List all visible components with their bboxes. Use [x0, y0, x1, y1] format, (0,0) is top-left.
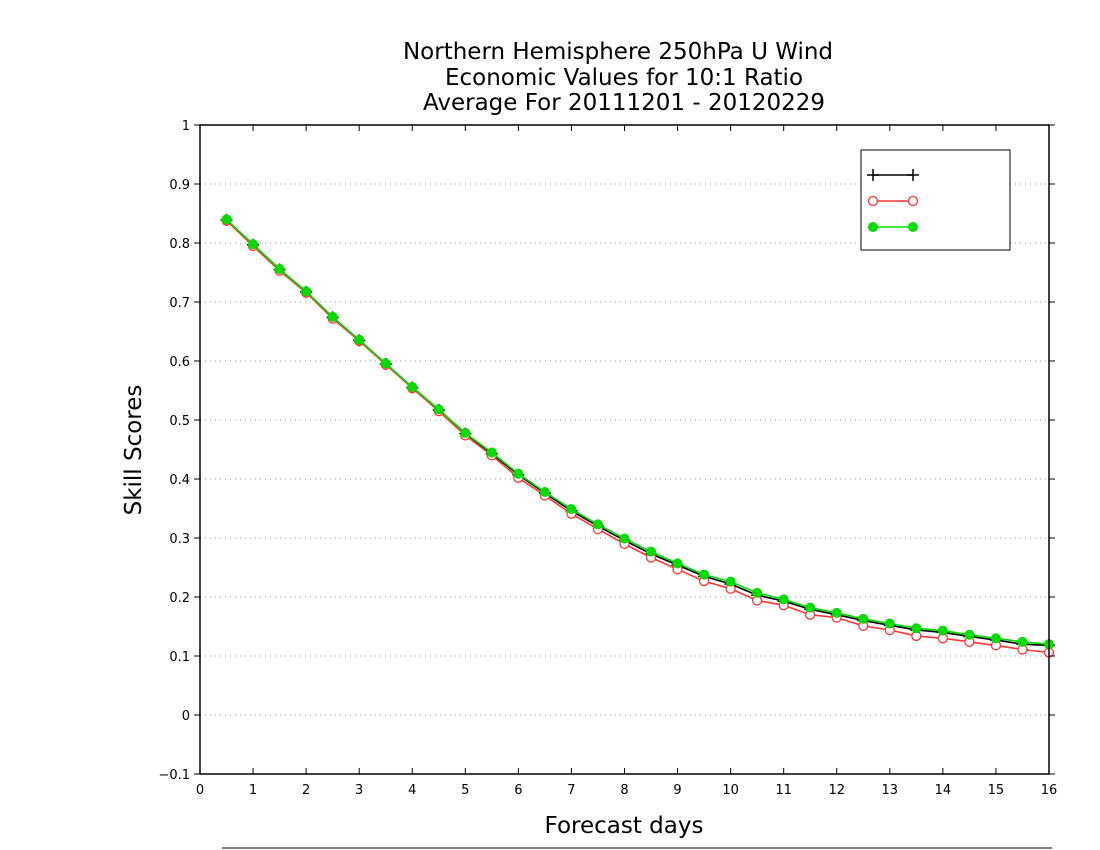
x-tick-label: 8: [620, 783, 628, 798]
x-tick-label: 10: [722, 783, 739, 798]
gridlines: [200, 183, 1049, 716]
series-2: [221, 215, 1055, 658]
y-tick-label: 0.7: [169, 296, 190, 311]
x-tick-label: 4: [408, 783, 416, 798]
series-1: [220, 213, 1055, 652]
axis-ticks: −0.100.10.20.30.40.50.60.70.80.910 1 2 3 4 5 6…: [158, 119, 1057, 798]
x-tick-label: 14: [935, 783, 952, 798]
data-point: [327, 311, 338, 322]
x-tick-label: 0: [196, 783, 204, 798]
data-point: [868, 222, 878, 232]
x-axis-label: Forecast days: [545, 813, 704, 839]
x-tick-label: 13: [882, 783, 899, 798]
data-point: [911, 623, 922, 634]
legend-item-3: [868, 222, 918, 232]
data-point: [539, 486, 550, 497]
x-tick-label: 15: [988, 783, 1005, 798]
y-axis-label: Skill Scores: [121, 385, 147, 516]
data-point: [460, 427, 471, 438]
y-tick-label: 0.5: [169, 414, 190, 429]
series-line: [225, 220, 1050, 654]
data-point: [221, 214, 232, 225]
data-point: [433, 404, 444, 415]
data-point: [646, 546, 657, 557]
chart-title-line-1: Northern Hemisphere 250hPa U Wind: [403, 39, 833, 65]
x-tick-label: 5: [461, 783, 469, 798]
legend-item-1: [867, 169, 919, 181]
data-point: [699, 569, 710, 580]
data-point: [248, 239, 259, 250]
data-point: [858, 613, 869, 624]
data-point: [867, 169, 879, 181]
data-point: [486, 447, 497, 458]
data-point: [752, 587, 763, 598]
y-tick-label: 0.3: [169, 532, 190, 547]
data-point: [990, 633, 1001, 644]
data-point: [884, 618, 895, 629]
series-3: [221, 214, 1054, 650]
series-group: [220, 213, 1055, 658]
data-point: [805, 602, 816, 613]
x-tick-label: 3: [355, 783, 363, 798]
y-tick-label: 0.8: [169, 237, 190, 252]
data-point: [274, 263, 285, 274]
data-point: [513, 468, 524, 479]
x-tick-label: 11: [775, 783, 792, 798]
data-point: [301, 286, 312, 297]
y-tick-label: 0.2: [169, 591, 190, 606]
chart-title-line-2: Economic Values for 10:1 Ratio: [445, 65, 803, 91]
data-point: [867, 195, 879, 207]
x-tick-label: 1: [249, 783, 257, 798]
legend: [860, 149, 1011, 251]
y-tick-label: −0.1: [158, 768, 190, 783]
series-line: [225, 219, 1050, 647]
x-tick-label: 9: [673, 783, 681, 798]
series-line: [225, 218, 1050, 645]
data-point: [407, 381, 418, 392]
chart-title-line-3: Average For 20111201 - 20120229: [423, 90, 825, 116]
x-tick-label: 12: [828, 783, 845, 798]
y-tick-label: 0.9: [169, 178, 190, 193]
legend-box: [860, 149, 1011, 251]
x-tick-label: 16: [1041, 783, 1058, 798]
data-point: [672, 558, 683, 569]
data-point: [566, 504, 577, 515]
data-point: [1017, 636, 1028, 647]
data-point: [354, 334, 365, 345]
y-tick-label: 0: [182, 709, 190, 724]
y-tick-label: 1: [182, 119, 190, 134]
data-point: [937, 625, 948, 636]
data-point: [778, 594, 789, 605]
x-tick-label: 6: [514, 783, 522, 798]
data-point: [907, 195, 919, 207]
y-tick-label: 0.6: [169, 355, 190, 370]
x-tick-label: 2: [302, 783, 310, 798]
data-point: [380, 358, 391, 369]
y-tick-label: 0.1: [169, 650, 190, 665]
data-point: [908, 222, 918, 232]
data-point: [831, 607, 842, 618]
data-point: [592, 519, 603, 530]
data-point: [964, 629, 975, 640]
data-point: [619, 533, 630, 544]
x-tick-label: 7: [567, 783, 575, 798]
data-point: [725, 576, 736, 587]
data-point: [907, 169, 919, 181]
legend-item-2: [867, 195, 919, 207]
y-tick-label: 0.4: [169, 473, 190, 488]
